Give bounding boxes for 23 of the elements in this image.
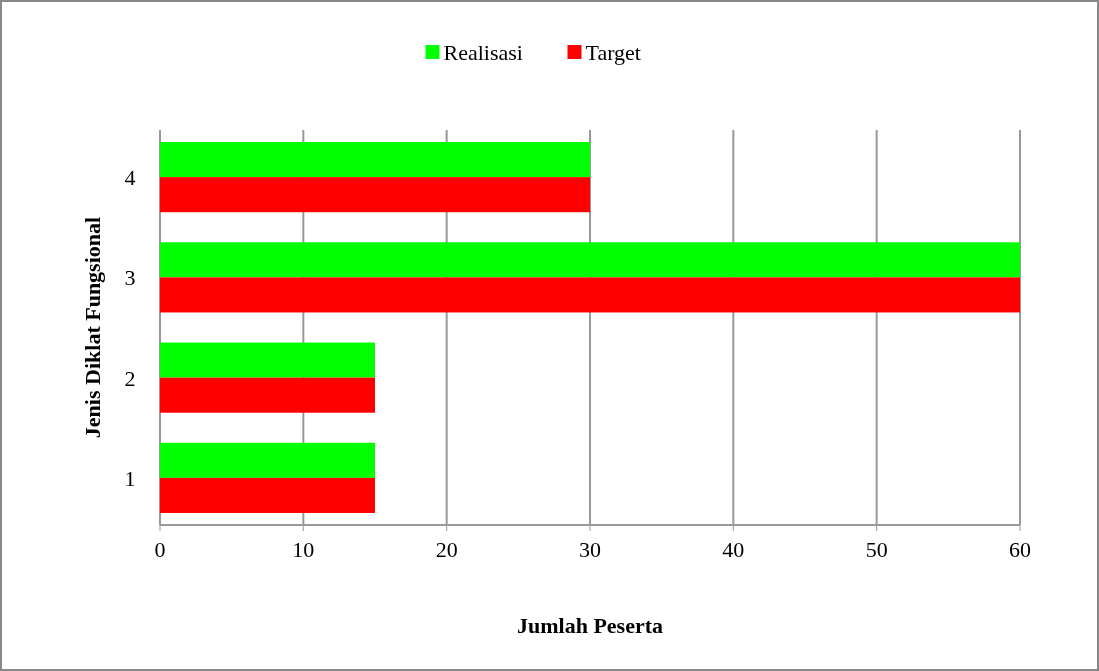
bar — [160, 142, 590, 178]
y-tick-label: 1 — [124, 465, 136, 491]
legend-label: Realisasi — [443, 40, 523, 65]
legend-label: Target — [585, 40, 641, 65]
bar — [160, 242, 1020, 278]
bar — [160, 277, 1020, 313]
y-axis-title: Jenis Diklat Fungsional — [80, 216, 105, 439]
bar — [160, 377, 375, 413]
x-tick-label: 50 — [865, 537, 888, 562]
y-tick-label: 2 — [124, 365, 136, 391]
bar — [160, 477, 375, 513]
y-tick-label: 3 — [124, 265, 136, 291]
y-tick-label: 4 — [124, 165, 136, 191]
bar — [160, 442, 375, 478]
x-axis-title: Jumlah Peserta — [516, 613, 664, 638]
x-tick-label: 0 — [154, 537, 166, 562]
x-tick-label: 60 — [1009, 537, 1031, 562]
bar — [160, 342, 375, 378]
x-tick-label: 40 — [722, 537, 745, 562]
bar — [160, 177, 590, 213]
x-tick-label: 20 — [435, 537, 458, 562]
x-tick-label: 10 — [292, 537, 315, 562]
x-tick-label: 30 — [579, 537, 601, 562]
